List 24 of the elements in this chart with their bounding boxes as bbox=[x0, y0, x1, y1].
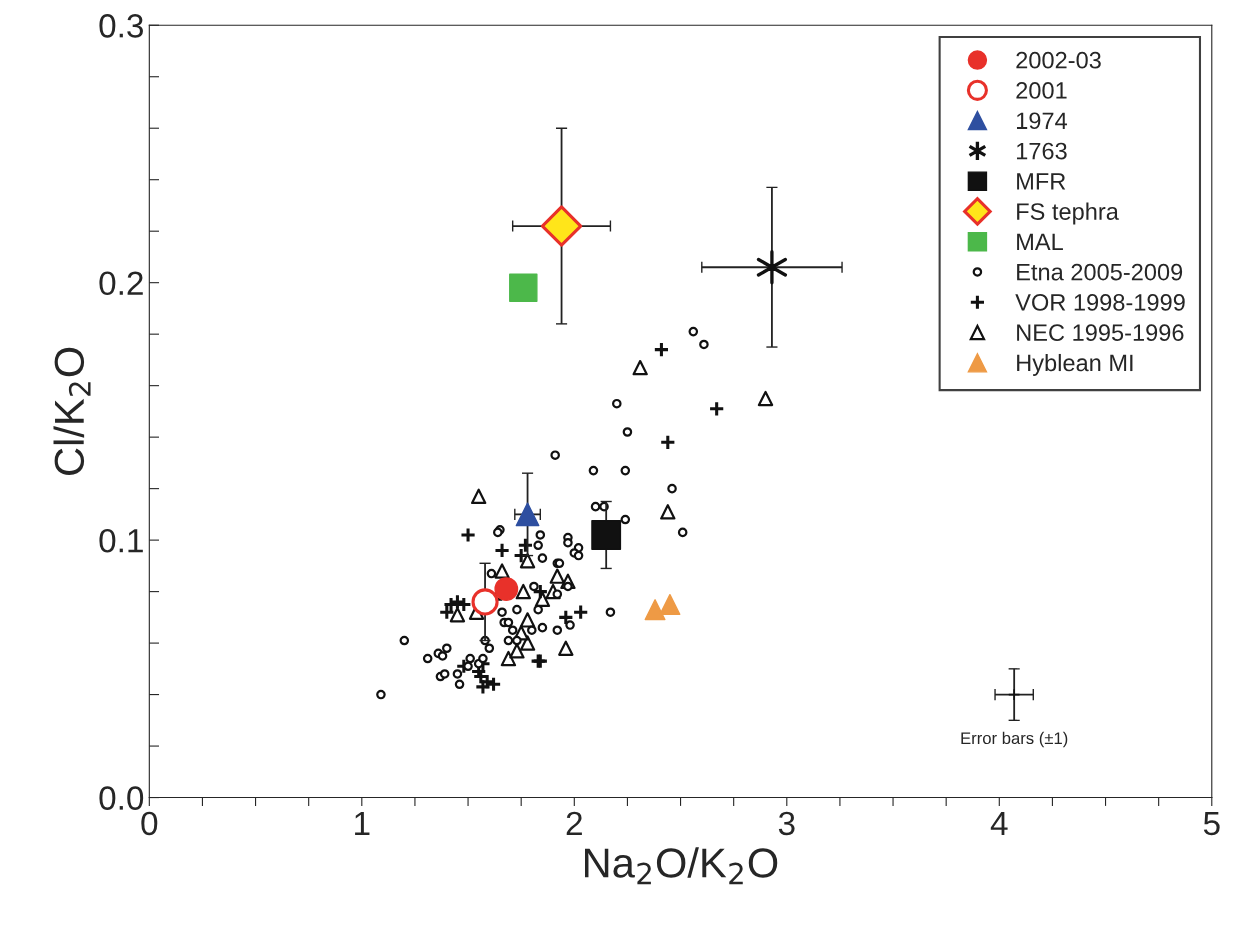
legend-label: MFR bbox=[1017, 173, 1066, 190]
legend-label: VOR 1998-1999 bbox=[1015, 294, 1185, 311]
legend-label: 2001 bbox=[1016, 82, 1067, 99]
annotation: Error bars (±1) bbox=[961, 731, 1068, 748]
x-tick-label: 0 bbox=[141, 811, 158, 836]
y-tick-label: 0.3 bbox=[99, 14, 143, 38]
legend-label: 2002-03 bbox=[1016, 51, 1101, 69]
legend-label: Etna 2005-2009 bbox=[1017, 263, 1183, 281]
y-tick-label: 0.1 bbox=[99, 528, 143, 553]
y-tick-label: 0.2 bbox=[99, 271, 143, 296]
y-tick-label: 0.0 bbox=[99, 786, 144, 810]
legend-label: 1974 bbox=[1016, 112, 1068, 130]
x-tick-label: 3 bbox=[778, 811, 795, 836]
x-axis-title: Na$_{2}$O/K$_{2}$O bbox=[585, 847, 778, 885]
legend-label: 1763 bbox=[1016, 142, 1067, 160]
x-tick-label: 5 bbox=[1203, 811, 1220, 836]
x-tick-label: 4 bbox=[990, 811, 1008, 835]
legend-label: NEC 1995-1996 bbox=[1017, 324, 1184, 342]
legend-label: MAL bbox=[1017, 233, 1063, 250]
legend-label: FS tephra bbox=[1017, 202, 1119, 225]
legend-label: Hyblean MI bbox=[1017, 353, 1133, 376]
y-axis-title: Cl/K$_{2}$O bbox=[53, 347, 91, 475]
x-tick-label: 2 bbox=[566, 811, 582, 835]
x-tick-label: 1 bbox=[355, 811, 370, 835]
